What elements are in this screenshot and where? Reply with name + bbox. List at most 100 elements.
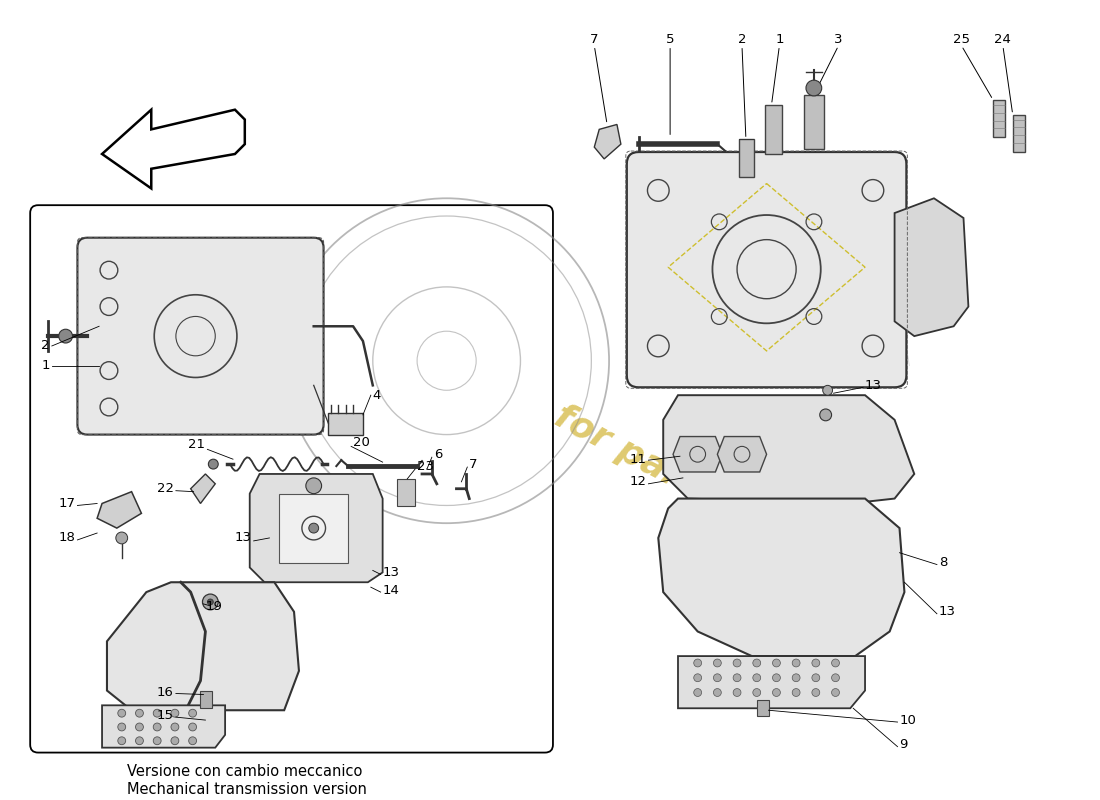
Polygon shape bbox=[678, 656, 865, 708]
Text: 18: 18 bbox=[58, 531, 76, 545]
Text: Mechanical transmission version: Mechanical transmission version bbox=[126, 782, 366, 797]
Circle shape bbox=[792, 659, 800, 667]
Polygon shape bbox=[717, 437, 767, 472]
Circle shape bbox=[135, 737, 143, 745]
Circle shape bbox=[189, 737, 197, 745]
Circle shape bbox=[694, 689, 702, 697]
Text: 5: 5 bbox=[666, 33, 674, 46]
Bar bbox=[993, 100, 1004, 138]
Polygon shape bbox=[97, 492, 142, 528]
Circle shape bbox=[189, 710, 197, 717]
Text: 8: 8 bbox=[939, 556, 947, 569]
Circle shape bbox=[832, 674, 839, 682]
Circle shape bbox=[309, 523, 319, 533]
Text: 13: 13 bbox=[865, 379, 882, 392]
Circle shape bbox=[208, 459, 218, 469]
Text: 13: 13 bbox=[383, 566, 399, 579]
Polygon shape bbox=[594, 125, 620, 159]
Circle shape bbox=[694, 659, 702, 667]
Circle shape bbox=[812, 674, 820, 682]
Circle shape bbox=[752, 674, 761, 682]
Text: 16: 16 bbox=[157, 686, 174, 699]
Polygon shape bbox=[102, 706, 226, 748]
Text: 4: 4 bbox=[373, 389, 382, 402]
Text: 2: 2 bbox=[42, 339, 50, 353]
Circle shape bbox=[189, 723, 197, 731]
Circle shape bbox=[714, 659, 722, 667]
Text: 6: 6 bbox=[433, 448, 442, 461]
Polygon shape bbox=[658, 498, 904, 656]
Circle shape bbox=[208, 599, 213, 605]
Circle shape bbox=[792, 674, 800, 682]
Text: 1: 1 bbox=[42, 359, 50, 372]
Polygon shape bbox=[663, 395, 914, 503]
Circle shape bbox=[714, 689, 722, 697]
FancyBboxPatch shape bbox=[30, 205, 553, 753]
Polygon shape bbox=[894, 198, 968, 336]
Circle shape bbox=[153, 723, 161, 731]
Text: 21: 21 bbox=[188, 438, 206, 451]
Bar bbox=[200, 690, 212, 708]
Circle shape bbox=[812, 689, 820, 697]
Polygon shape bbox=[190, 474, 216, 503]
Circle shape bbox=[170, 710, 179, 717]
Text: 25: 25 bbox=[953, 33, 970, 46]
Bar bbox=[329, 413, 363, 434]
Bar bbox=[757, 700, 769, 716]
Polygon shape bbox=[673, 437, 723, 472]
Bar bbox=[279, 494, 349, 562]
Text: 13: 13 bbox=[234, 531, 252, 545]
Polygon shape bbox=[107, 582, 299, 710]
Text: 22: 22 bbox=[157, 482, 174, 495]
Text: 12: 12 bbox=[629, 475, 647, 488]
Circle shape bbox=[832, 659, 839, 667]
Text: A passion for parts.net: A passion for parts.net bbox=[364, 300, 794, 550]
Circle shape bbox=[118, 737, 125, 745]
Text: 23: 23 bbox=[417, 459, 434, 473]
Circle shape bbox=[118, 723, 125, 731]
FancyBboxPatch shape bbox=[627, 152, 906, 387]
Circle shape bbox=[153, 710, 161, 717]
Circle shape bbox=[153, 737, 161, 745]
Text: 20: 20 bbox=[353, 436, 370, 449]
Text: 2: 2 bbox=[738, 33, 746, 46]
Circle shape bbox=[170, 737, 179, 745]
Text: 17: 17 bbox=[58, 497, 76, 510]
Circle shape bbox=[116, 532, 128, 544]
Circle shape bbox=[135, 710, 143, 717]
Text: 9: 9 bbox=[900, 738, 908, 751]
Circle shape bbox=[118, 710, 125, 717]
Text: 3: 3 bbox=[834, 33, 843, 46]
Polygon shape bbox=[102, 110, 245, 189]
Bar bbox=[804, 95, 824, 149]
Bar bbox=[1013, 114, 1024, 152]
Text: 15: 15 bbox=[157, 709, 174, 722]
Circle shape bbox=[694, 674, 702, 682]
Circle shape bbox=[823, 386, 833, 395]
Text: 7: 7 bbox=[470, 458, 477, 470]
Circle shape bbox=[202, 594, 218, 610]
Circle shape bbox=[135, 723, 143, 731]
Circle shape bbox=[752, 659, 761, 667]
Circle shape bbox=[58, 330, 73, 343]
Text: 11: 11 bbox=[629, 453, 647, 466]
Circle shape bbox=[752, 689, 761, 697]
Circle shape bbox=[733, 689, 741, 697]
Circle shape bbox=[792, 689, 800, 697]
Circle shape bbox=[772, 674, 780, 682]
Circle shape bbox=[170, 723, 179, 731]
Text: 1: 1 bbox=[776, 33, 783, 46]
Circle shape bbox=[733, 674, 741, 682]
Text: 14: 14 bbox=[383, 584, 399, 597]
Circle shape bbox=[812, 659, 820, 667]
FancyBboxPatch shape bbox=[77, 238, 323, 434]
Circle shape bbox=[733, 659, 741, 667]
Circle shape bbox=[806, 80, 822, 96]
Bar bbox=[397, 479, 415, 506]
Text: 13: 13 bbox=[939, 606, 956, 618]
Circle shape bbox=[832, 689, 839, 697]
Text: 7: 7 bbox=[590, 33, 598, 46]
Text: 10: 10 bbox=[900, 714, 916, 726]
Text: 24: 24 bbox=[994, 33, 1011, 46]
Polygon shape bbox=[250, 474, 383, 582]
